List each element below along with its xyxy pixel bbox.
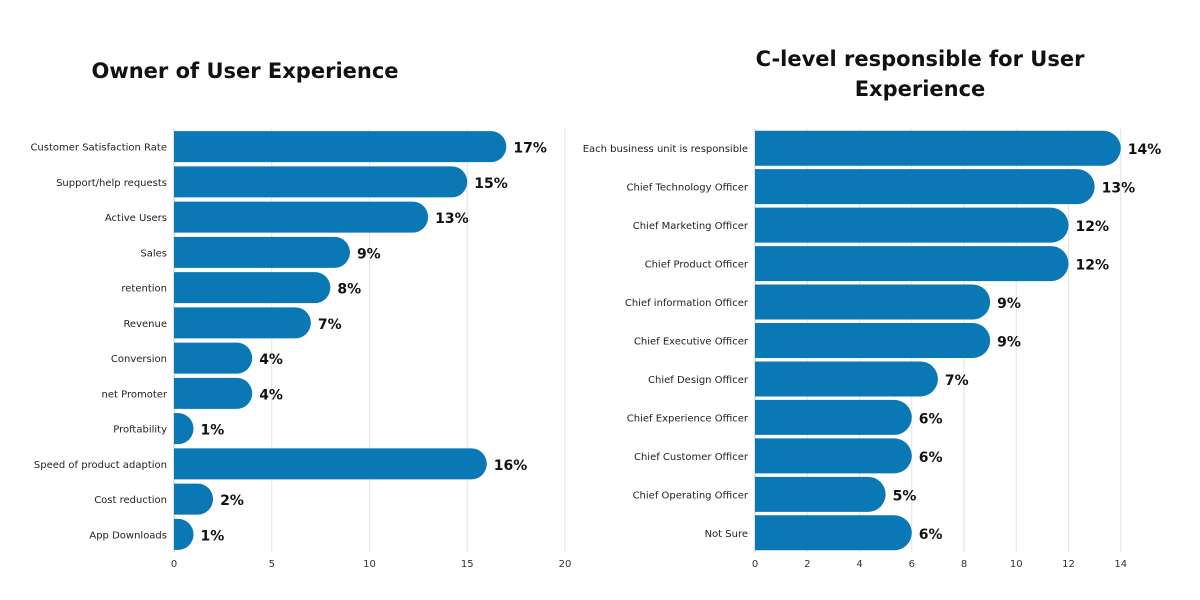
owner-category-label: Sales (140, 248, 167, 259)
clevel-value-label: 9% (997, 335, 1021, 351)
clevel-bar (755, 438, 912, 474)
owner-value-label: 1% (201, 528, 225, 544)
clevel-value-label: 12% (1076, 219, 1110, 235)
clevel-x-tick-label: 4 (856, 559, 862, 570)
owner-bar (174, 131, 507, 163)
clevel-value-label: 5% (893, 488, 917, 504)
owner-value-label: 7% (318, 317, 342, 333)
clevel-value-label: 13% (1102, 181, 1136, 197)
owner-value-label: 1% (201, 423, 225, 439)
clevel-category-label: Chief Technology Officer (627, 183, 749, 194)
clevel-x-tick-label: 2 (804, 559, 810, 570)
owner-bar (174, 307, 311, 339)
clevel-x-tick-label: 6 (909, 559, 915, 570)
clevel-x-tick-label: 12 (1062, 559, 1075, 570)
clevel-value-label: 6% (919, 527, 943, 543)
owner-category-label: net Promoter (102, 389, 168, 400)
owner-category-label: Revenue (123, 319, 167, 330)
clevel-category-label: Chief Customer Officer (634, 452, 749, 463)
clevel-category-label: Chief information Officer (625, 298, 749, 309)
owner-bar (174, 377, 253, 409)
owner-bar (174, 272, 331, 304)
clevel-value-label: 6% (919, 411, 943, 427)
clevel-category-label: Chief Marketing Officer (633, 221, 749, 232)
owner-category-label: Support/help requests (56, 178, 167, 189)
clevel-x-tick-label: 14 (1114, 559, 1127, 570)
clevel-value-label: 7% (945, 373, 969, 389)
clevel-bar (755, 207, 1069, 243)
clevel-value-label: 6% (919, 450, 943, 466)
clevel-category-label: Chief Product Officer (645, 260, 749, 271)
clevel-x-tick-label: 8 (961, 559, 967, 570)
clevel-bar (755, 399, 912, 435)
owner-x-tick-label: 0 (171, 559, 177, 570)
clevel-category-label: Each business unit is responsible (583, 144, 748, 155)
owner-category-label: Speed of product adaption (34, 460, 167, 471)
clevel-category-label: Chief Operating Officer (633, 490, 749, 501)
clevel-bar (755, 323, 991, 358)
owner-bar (174, 342, 253, 374)
owner-value-label: 2% (220, 493, 244, 509)
owner-category-label: App Downloads (89, 530, 167, 541)
owner-bar (174, 236, 350, 268)
owner-value-label: 4% (259, 352, 283, 368)
owner-value-label: 15% (474, 176, 508, 192)
owner-category-label: Conversion (111, 354, 167, 365)
owner-category-label: retention (121, 284, 167, 295)
chart-title-c-level-responsible: C-level responsible for User Experience (755, 47, 1085, 101)
owner-category-label: Proftability (113, 425, 167, 436)
clevel-category-label: Not Sure (705, 529, 748, 540)
clevel-bar (755, 130, 1121, 166)
clevel-x-tick-label: 0 (752, 559, 758, 570)
clevel-category-label: Chief Executive Officer (634, 337, 749, 348)
owner-value-label: 17% (513, 141, 547, 157)
clevel-category-label: Chief Design Officer (648, 375, 749, 386)
owner-value-label: 13% (435, 211, 469, 227)
clevel-x-tick-label: 10 (1010, 559, 1023, 570)
owner-value-label: 8% (337, 282, 361, 298)
owner-bar (174, 201, 429, 233)
owner-bar (174, 166, 468, 198)
clevel-value-label: 14% (1128, 142, 1162, 158)
owner-x-tick-label: 20 (559, 559, 572, 570)
owner-bar (174, 448, 487, 480)
owner-value-label: 4% (259, 387, 283, 403)
clevel-bar (755, 361, 938, 397)
clevel-bar (755, 169, 1095, 205)
owner-bar (174, 518, 194, 550)
owner-x-tick-label: 10 (363, 559, 376, 570)
owner-x-tick-label: 5 (269, 559, 275, 570)
clevel-bar (755, 246, 1069, 282)
clevel-bar (755, 476, 886, 512)
chart-title-owner-of-user-experience: Owner of User Experience (91, 59, 399, 83)
owner-value-label: 9% (357, 246, 381, 262)
owner-category-label: Active Users (105, 213, 167, 224)
owner-value-label: 16% (494, 458, 528, 474)
clevel-value-label: 9% (997, 296, 1021, 312)
owner-category-label: Customer Satisfaction Rate (30, 143, 167, 154)
clevel-bar (755, 284, 991, 320)
owner-category-label: Cost reduction (94, 495, 167, 506)
clevel-bar (755, 515, 912, 551)
owner-x-tick-label: 15 (461, 559, 474, 570)
clevel-value-label: 12% (1076, 258, 1110, 274)
owner-bar (174, 483, 214, 515)
owner-bar (174, 413, 194, 445)
clevel-category-label: Chief Experience Officer (627, 413, 749, 424)
